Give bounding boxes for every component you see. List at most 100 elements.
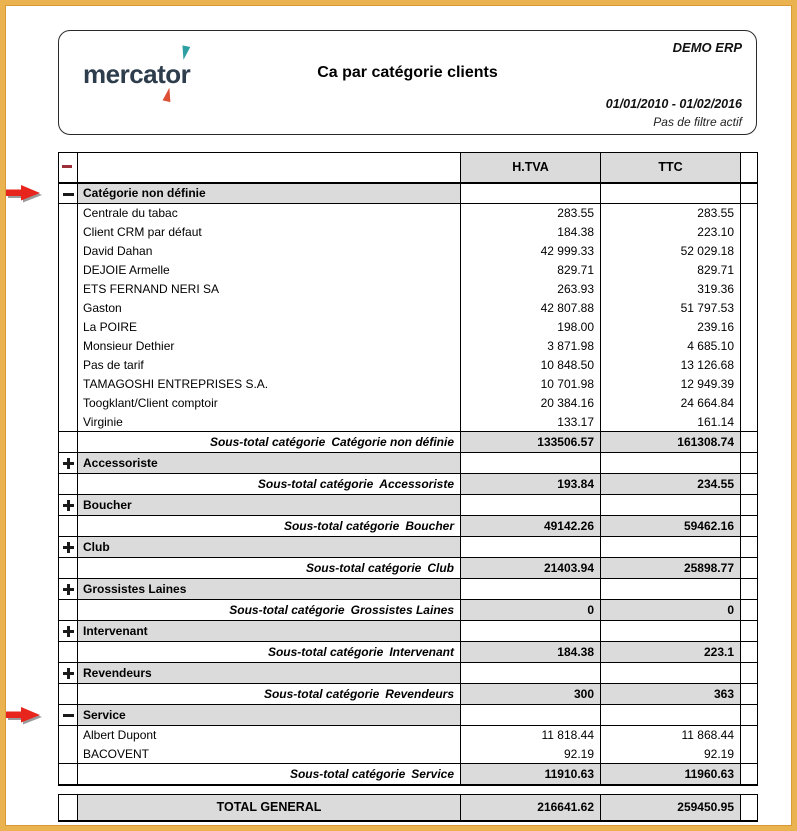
client-htva-value: 92.19 (460, 744, 601, 764)
client-icon-cell (58, 203, 78, 223)
collapse-all-cell[interactable] (58, 152, 78, 184)
subtotal-htva-value: 0 (460, 599, 601, 621)
category-name: Catégorie non définie (77, 182, 461, 204)
subtotal-row: Sous-total catégorie Revendeurs 300 363 (58, 683, 758, 705)
client-row: Client CRM par défaut 184.38 223.10 (58, 222, 758, 242)
subtotal-htva-value: 21403.94 (460, 557, 601, 579)
client-pad-cell (740, 241, 758, 261)
category-ttc-cell (600, 620, 741, 642)
subtotal-label-category: Boucher (405, 519, 454, 533)
expand-category-cell[interactable] (58, 620, 78, 642)
client-name: DEJOIE Armelle (77, 260, 461, 280)
client-name: Albert Dupont (77, 725, 461, 745)
subtotal-ttc-value: 161308.74 (600, 431, 741, 453)
category-row: Revendeurs (58, 662, 758, 684)
client-row: Pas de tarif 10 848.50 13 126.68 (58, 355, 758, 375)
subtotal-htva-value: 193.84 (460, 473, 601, 495)
subtotal-ttc-value: 0 (600, 599, 741, 621)
total-general-label: TOTAL GENERAL (77, 793, 461, 822)
subtotal-label: Sous-total catégorie Service (77, 763, 461, 786)
total-general-row: TOTAL GENERAL 216641.62 259450.95 (58, 793, 758, 822)
category-pad-cell (740, 536, 758, 558)
annotation-arrow (6, 185, 42, 203)
client-name: David Dahan (77, 241, 461, 261)
client-htva-value: 3 871.98 (460, 336, 601, 356)
client-htva-value: 42 999.33 (460, 241, 601, 261)
client-htva-value: 10 701.98 (460, 374, 601, 394)
subtotal-ttc-value: 25898.77 (600, 557, 741, 579)
client-pad-cell (740, 260, 758, 280)
logo-text-left: mercat (83, 59, 166, 89)
subtotal-label: Sous-total catégorie Catégorie non défini… (77, 431, 461, 453)
category-htva-cell (460, 662, 601, 684)
category-row: Club (58, 536, 758, 558)
client-icon-cell (58, 279, 78, 299)
client-row: Monsieur Dethier 3 871.98 4 685.10 (58, 336, 758, 356)
client-ttc-value: 11 868.44 (600, 725, 741, 745)
client-ttc-value: 13 126.68 (600, 355, 741, 375)
collapse-all-icon[interactable] (62, 165, 72, 169)
expand-icon[interactable] (62, 500, 74, 512)
expand-category-cell[interactable] (58, 536, 78, 558)
subtotal-label-prefix: Sous-total catégorie (289, 766, 406, 781)
expand-icon[interactable] (62, 626, 74, 638)
total-ttc-value: 259450.95 (600, 793, 741, 822)
expand-icon[interactable] (62, 542, 74, 554)
category-pad-cell (740, 704, 758, 726)
subtotal-label-prefix: Sous-total catégorie (229, 603, 345, 617)
category-ttc-cell (600, 704, 741, 726)
category-name: Accessoriste (77, 452, 461, 474)
client-row: David Dahan 42 999.33 52 029.18 (58, 241, 758, 261)
client-htva-value: 20 384.16 (460, 393, 601, 413)
subtotal-row: Sous-total catégorie Grossistes Laines 0 0 (58, 599, 758, 621)
subtotal-pad-cell (740, 431, 758, 453)
collapse-icon[interactable] (62, 192, 74, 196)
subtotal-label-category: Accessoriste (379, 477, 454, 491)
client-ttc-value: 319.36 (600, 279, 741, 299)
total-icon-cell (58, 793, 78, 822)
report-header-box: DEMO ERP mercato r Ca par catégorie clien… (58, 30, 757, 135)
expand-category-cell[interactable] (58, 662, 78, 684)
client-ttc-value: 239.16 (600, 317, 741, 337)
annotation-arrow (6, 707, 42, 725)
subtotal-label: Sous-total catégorie Accessoriste (77, 473, 461, 495)
subtotal-label: Sous-total catégorie Revendeurs (77, 683, 461, 705)
category-name: Boucher (77, 494, 461, 516)
client-pad-cell (740, 744, 758, 764)
client-pad-cell (740, 203, 758, 223)
client-icon-cell (58, 336, 78, 356)
subtotal-icon-cell (58, 515, 78, 537)
category-row: Grossistes Laines (58, 578, 758, 600)
client-pad-cell (740, 279, 758, 299)
expand-category-cell[interactable] (58, 452, 78, 474)
category-row: Catégorie non définie (58, 182, 758, 204)
collapse-category-cell[interactable] (58, 182, 78, 204)
collapse-category-cell[interactable] (58, 704, 78, 726)
category-pad-cell (740, 452, 758, 474)
client-pad-cell (740, 336, 758, 356)
collapse-icon[interactable] (62, 714, 74, 718)
client-ttc-value: 24 664.84 (600, 393, 741, 413)
category-pad-cell (740, 494, 758, 516)
category-htva-cell (460, 452, 601, 474)
client-icon-cell (58, 222, 78, 242)
logo-letter-o: o (165, 59, 181, 89)
subtotal-label-category: Club (427, 561, 454, 575)
subtotal-row: Sous-total catégorie Boucher 49142.26 59462… (58, 515, 758, 537)
expand-icon[interactable] (62, 668, 74, 680)
expand-category-cell[interactable] (58, 578, 78, 600)
subtotal-icon-cell (58, 683, 78, 705)
client-name: Pas de tarif (77, 355, 461, 375)
expand-category-cell[interactable] (58, 494, 78, 516)
expand-icon[interactable] (62, 458, 74, 470)
category-pad-cell (740, 662, 758, 684)
client-name: BACOVENT (77, 744, 461, 764)
expand-icon[interactable] (62, 584, 74, 596)
client-icon-cell (58, 241, 78, 261)
subtotal-label-category: Catégorie non définie (331, 435, 454, 449)
report-title: Ca par catégorie clients (317, 64, 498, 81)
subtotal-label-prefix: Sous-total catégorie (209, 435, 326, 449)
client-row: BACOVENT 92.19 92.19 (58, 744, 758, 764)
client-name: TAMAGOSHI ENTREPRISES S.A. (77, 374, 461, 394)
client-name: Monsieur Dethier (77, 336, 461, 356)
